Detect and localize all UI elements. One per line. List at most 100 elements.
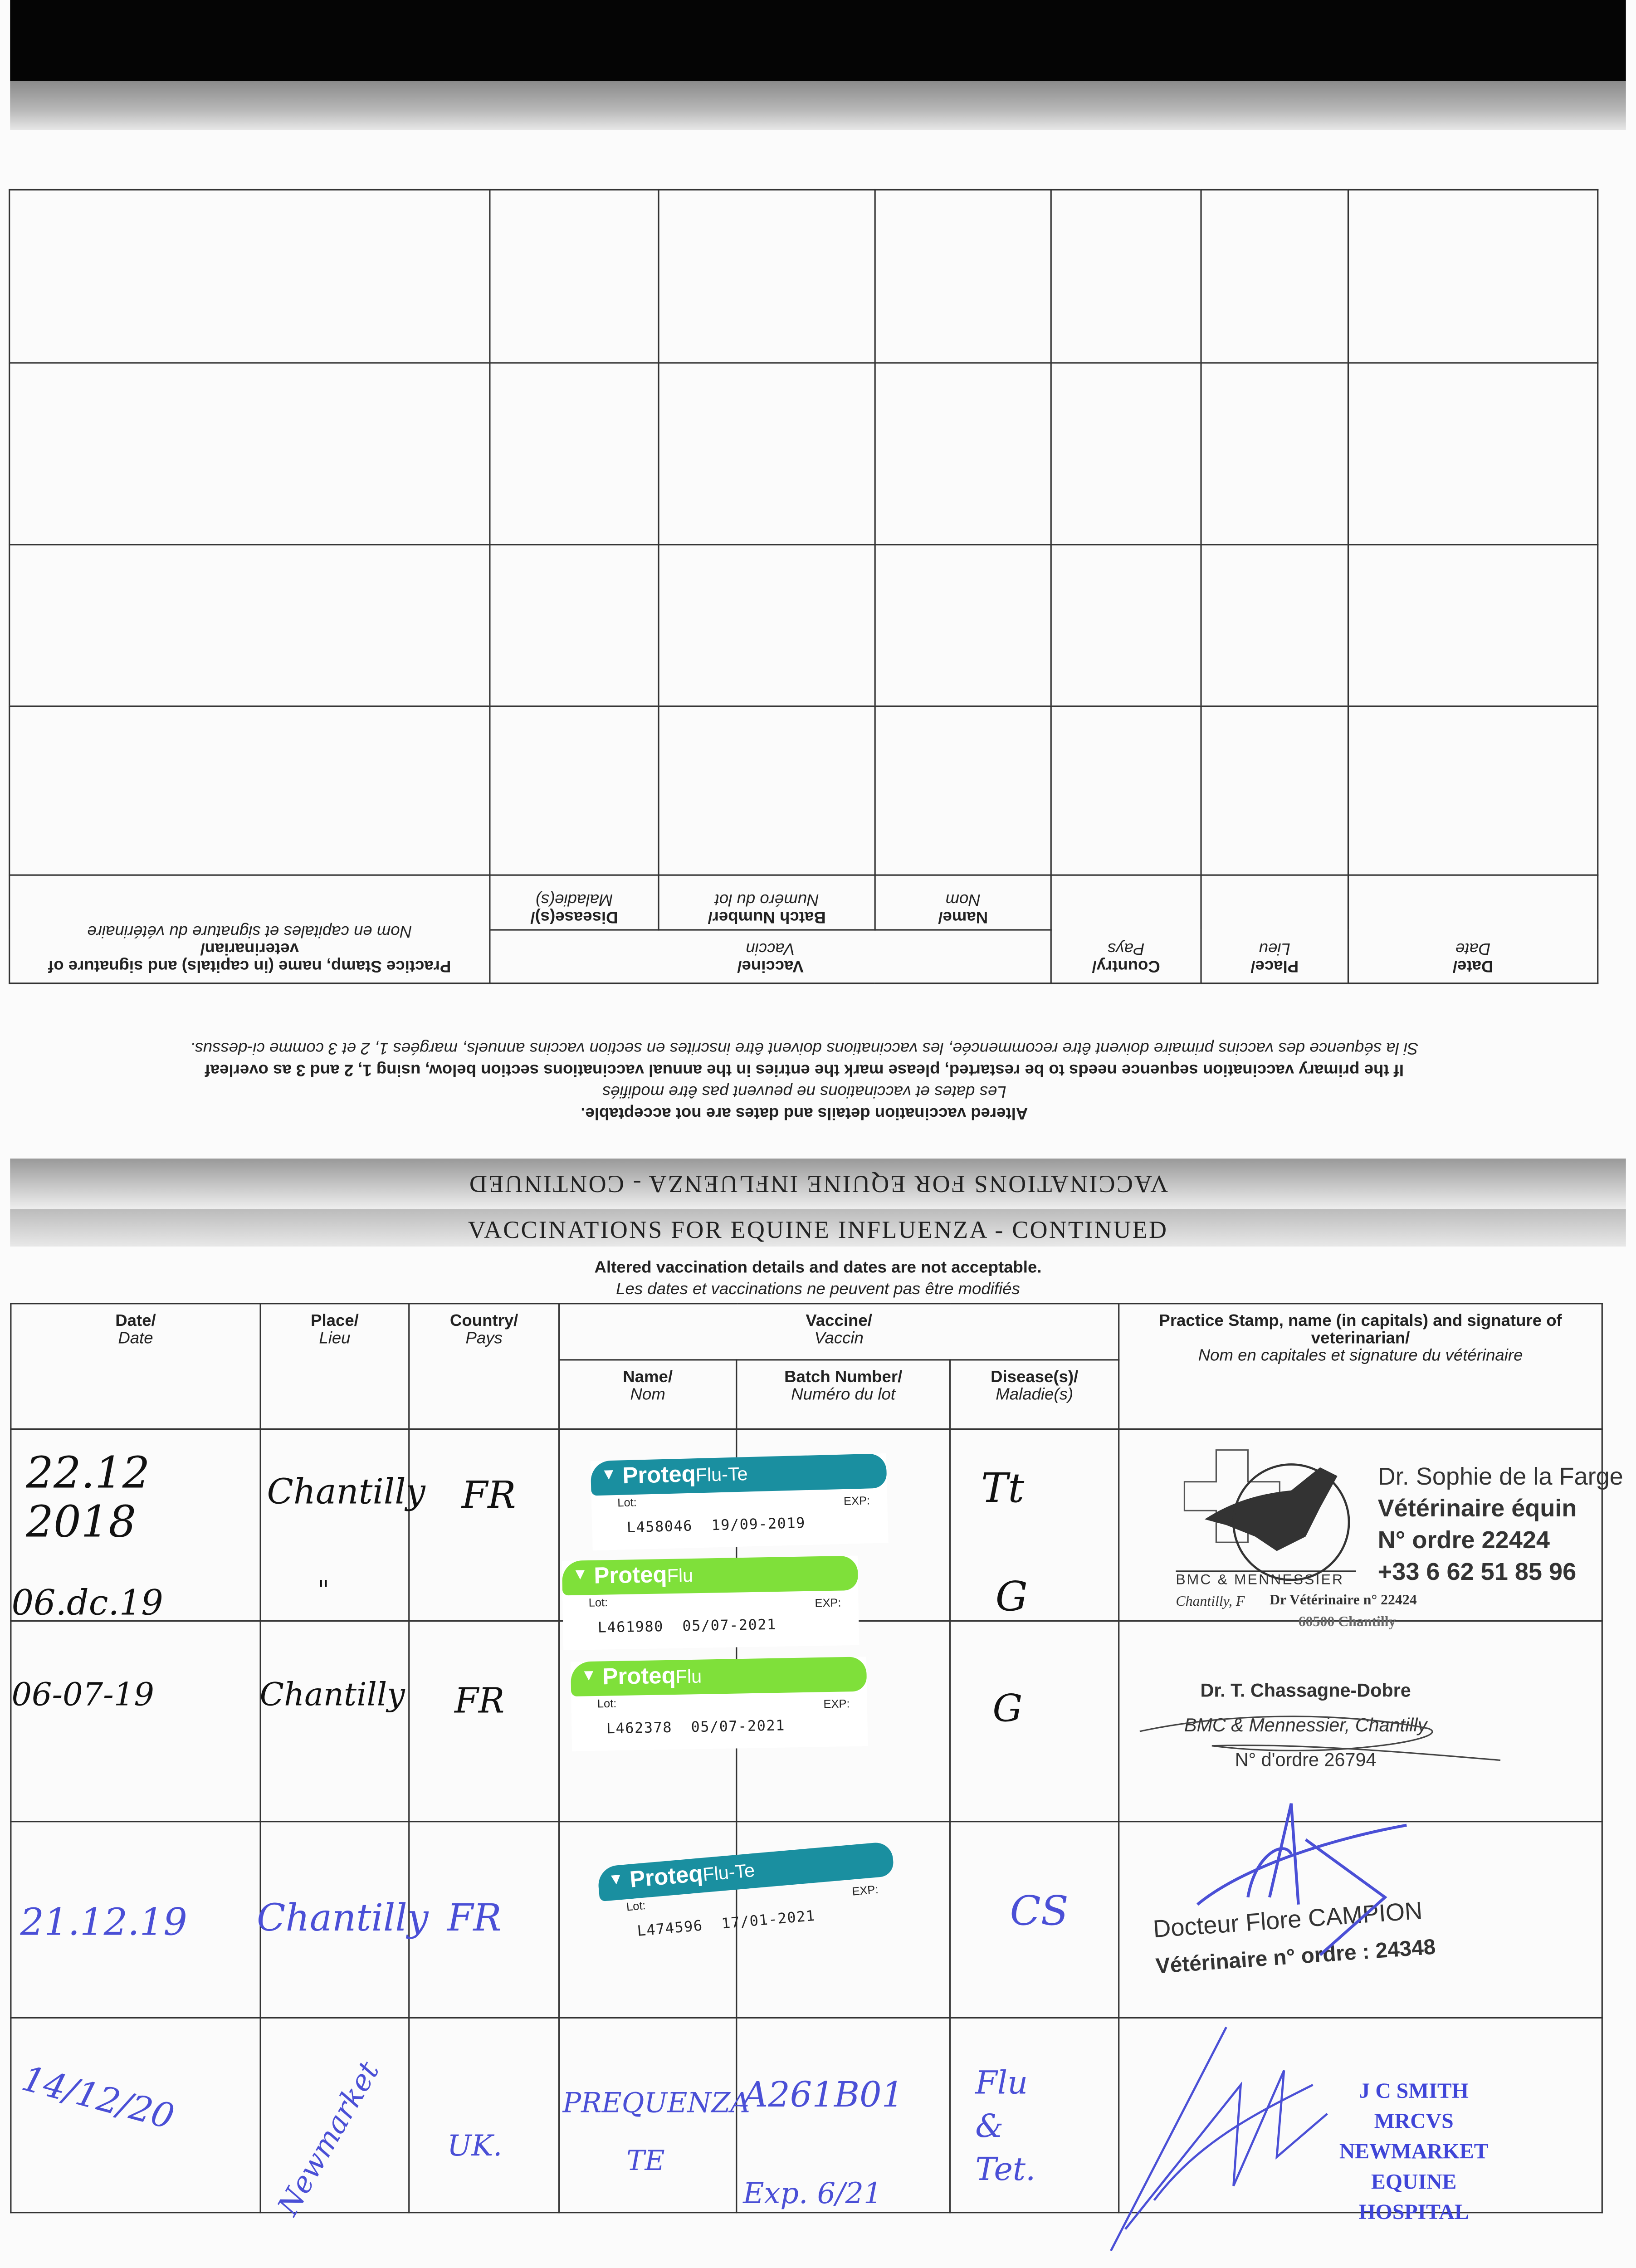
header-vaccine-fr: Vaccin — [746, 939, 795, 957]
droplet-icon: ▼ — [581, 1667, 597, 1685]
exp-label: EXP: — [851, 1883, 879, 1898]
notice-line2: Les dates et vaccinations ne peuvent pas… — [616, 1281, 1020, 1299]
empty-row — [9, 706, 1598, 875]
lot-code: L462378 05/07-2021 — [606, 1719, 786, 1738]
exp-date: 17/01-2021 — [721, 1909, 816, 1933]
entry-disease: CS — [1010, 1887, 1069, 1935]
exp-label: EXP: — [823, 1697, 850, 1711]
lot-label: Lot: — [588, 1596, 608, 1610]
header-country-fr: Pays — [465, 1330, 503, 1348]
product: Flu-Te — [702, 1859, 756, 1886]
entry-country: FR — [447, 1897, 502, 1941]
header-disease: Disease(s)/ — [530, 907, 618, 925]
header-stamp-fr: Nom en capitales et signature du vétérin… — [1198, 1347, 1523, 1365]
empty-row — [9, 544, 1598, 707]
entry-place: Chantilly — [259, 1678, 405, 1714]
droplet-icon: ▼ — [601, 1466, 617, 1484]
stamp-vet-number: Dr Vétérinaire n° 22424 — [1270, 1593, 1417, 1609]
header-country-fr: Pays — [1107, 939, 1145, 957]
entry-place: " — [317, 1575, 330, 1606]
stamp-line: EQUINE HOSPITAL — [1358, 2171, 1469, 2225]
stamp-postcode: 60500 Chantilly — [1298, 1614, 1396, 1631]
entry-country: FR — [461, 1474, 516, 1518]
entry-country: FR — [454, 1681, 505, 1721]
notice-line1: Altered vaccination details and dates ar… — [594, 1259, 1042, 1277]
brand: Proteq — [622, 1462, 696, 1489]
product: Flu — [675, 1665, 702, 1688]
entry-date: 06.dc.19 — [11, 1583, 163, 1623]
lot-label: Lot: — [625, 1899, 646, 1914]
header-batch-fr: Numéro du lot — [714, 890, 819, 908]
stamp-newmarket: J C SMITH MRCVS NEWMARKET EQUINE HOSPITA… — [1334, 2077, 1493, 2229]
vaccine-sticker: ▼ ProteqFlu Lot: EXP: L462378 05/07-2021 — [570, 1657, 868, 1751]
product: Flu — [667, 1564, 693, 1587]
entry-date: 21.12.19 — [20, 1901, 187, 1945]
lot-label: Lot: — [617, 1496, 637, 1510]
entry-date: 22.12 2018 — [26, 1448, 150, 1548]
stamp-line: BMC & Mennessier, Chantilly — [1184, 1714, 1427, 1736]
stamp-line: N° d'ordre 26794 — [1235, 1749, 1377, 1770]
restart-notice-fr: Si la séquence des vaccins primaire doiv… — [190, 1039, 1419, 1056]
header-date-fr: Date — [118, 1330, 153, 1348]
scan-edge-gray — [10, 81, 1626, 130]
vaccine-sticker: ▼ ProteqFlu Lot: EXP: L461980 05/07-2021 — [562, 1555, 860, 1651]
entry-vaccine-name: PREQUENZA TE — [562, 2087, 750, 2177]
sticker-brand: ProteqFlu — [602, 1664, 702, 1691]
title-band: VACCINATIONS FOR EQUINE INFLUENZA - CONT… — [10, 1209, 1626, 1247]
page-title: VACCINATIONS FOR EQUINE INFLUENZA - CONT… — [468, 1216, 1168, 1244]
header-batch: Batch Number/ — [708, 907, 826, 925]
exp-date: 05/07-2021 — [682, 1618, 777, 1635]
lot-code: L458046 19/09-2019 — [626, 1516, 806, 1536]
droplet-icon: ▼ — [607, 1870, 625, 1889]
table-row — [10, 2017, 1603, 2214]
lot-number: L458046 — [626, 1519, 693, 1537]
header-date: Date/ — [1452, 956, 1494, 974]
empty-row — [9, 362, 1598, 545]
restart-notice-en: If the primary vaccination sequence need… — [205, 1060, 1404, 1078]
stamp-clinic: BMC & MENNESSIER — [1176, 1573, 1344, 1589]
sticker-brand: ProteqFlu-Te — [622, 1461, 748, 1491]
entry-disease: G — [992, 1688, 1023, 1731]
brand: Proteq — [602, 1664, 676, 1691]
header-vaccine-fr: Vaccin — [814, 1330, 864, 1348]
header-place: Place/ — [1250, 956, 1299, 974]
header-disease: Disease(s)/ — [991, 1369, 1079, 1387]
header-country: Country/ — [1092, 956, 1160, 974]
lot-label: Lot: — [597, 1697, 617, 1711]
stamp-line: Vétérinaire équin — [1377, 1495, 1577, 1522]
lot-code: L474596 17/01-2021 — [637, 1909, 816, 1940]
lot-number: L474596 — [636, 1918, 704, 1941]
stamp-line: +33 6 62 51 85 96 — [1377, 1558, 1577, 1586]
vaccine-sticker: ▼ ProteqFlu-Te Lot: EXP: L458046 19/09-2… — [590, 1453, 889, 1551]
stamp-line: Dr. T. Chassagne-Dobre — [1200, 1679, 1411, 1701]
header-disease-fr: Maladie(s) — [535, 890, 613, 908]
entry-batch-exp: Exp. 6/21 — [743, 2175, 882, 2210]
header-name-fr: Nom — [630, 1386, 665, 1404]
header-stamp-fr: Nom en capitales et signature du vétérin… — [87, 922, 412, 939]
notice-line2: Les dates et vaccinations ne peuvent pas… — [602, 1082, 1006, 1100]
header-stamp: Practice Stamp, name (in capitals) and s… — [1159, 1313, 1562, 1348]
lot-number: L461980 — [597, 1619, 664, 1637]
notice-line1: Altered vaccination details and dates ar… — [581, 1104, 1028, 1121]
header-date-fr: Date — [1455, 939, 1491, 957]
inverted-table: Date/Date Place/Lieu Country/Pays Vaccin… — [9, 189, 1598, 984]
entry-place: Chantilly — [257, 1897, 429, 1941]
header-country: Country/ — [449, 1313, 518, 1330]
header-date: Date/ — [115, 1313, 156, 1330]
stamp-line: N° ordre 22424 — [1377, 1526, 1550, 1554]
notice: Altered vaccination details and dates ar… — [0, 1258, 1636, 1301]
stamp-line: Dr. Sophie de la Farge — [1377, 1463, 1623, 1491]
droplet-icon: ▼ — [572, 1566, 588, 1584]
table-row — [10, 1620, 1603, 1823]
signature-chassagne — [1139, 1716, 1501, 1761]
header-vaccine: Vaccine/ — [737, 956, 804, 974]
stamp-line: J C SMITH MRCVS — [1359, 2080, 1469, 2134]
inverted-section: Altered vaccination details and dates ar… — [9, 189, 1598, 1140]
header-name: Name/ — [938, 907, 988, 925]
exp-date: 19/09-2019 — [711, 1516, 806, 1535]
header-name: Name/ — [623, 1369, 673, 1387]
entry-disease: Flu & Tet. — [975, 2066, 1036, 2189]
header-batch-fr: Numéro du lot — [791, 1386, 896, 1404]
header-batch: Batch Number/ — [784, 1369, 903, 1387]
